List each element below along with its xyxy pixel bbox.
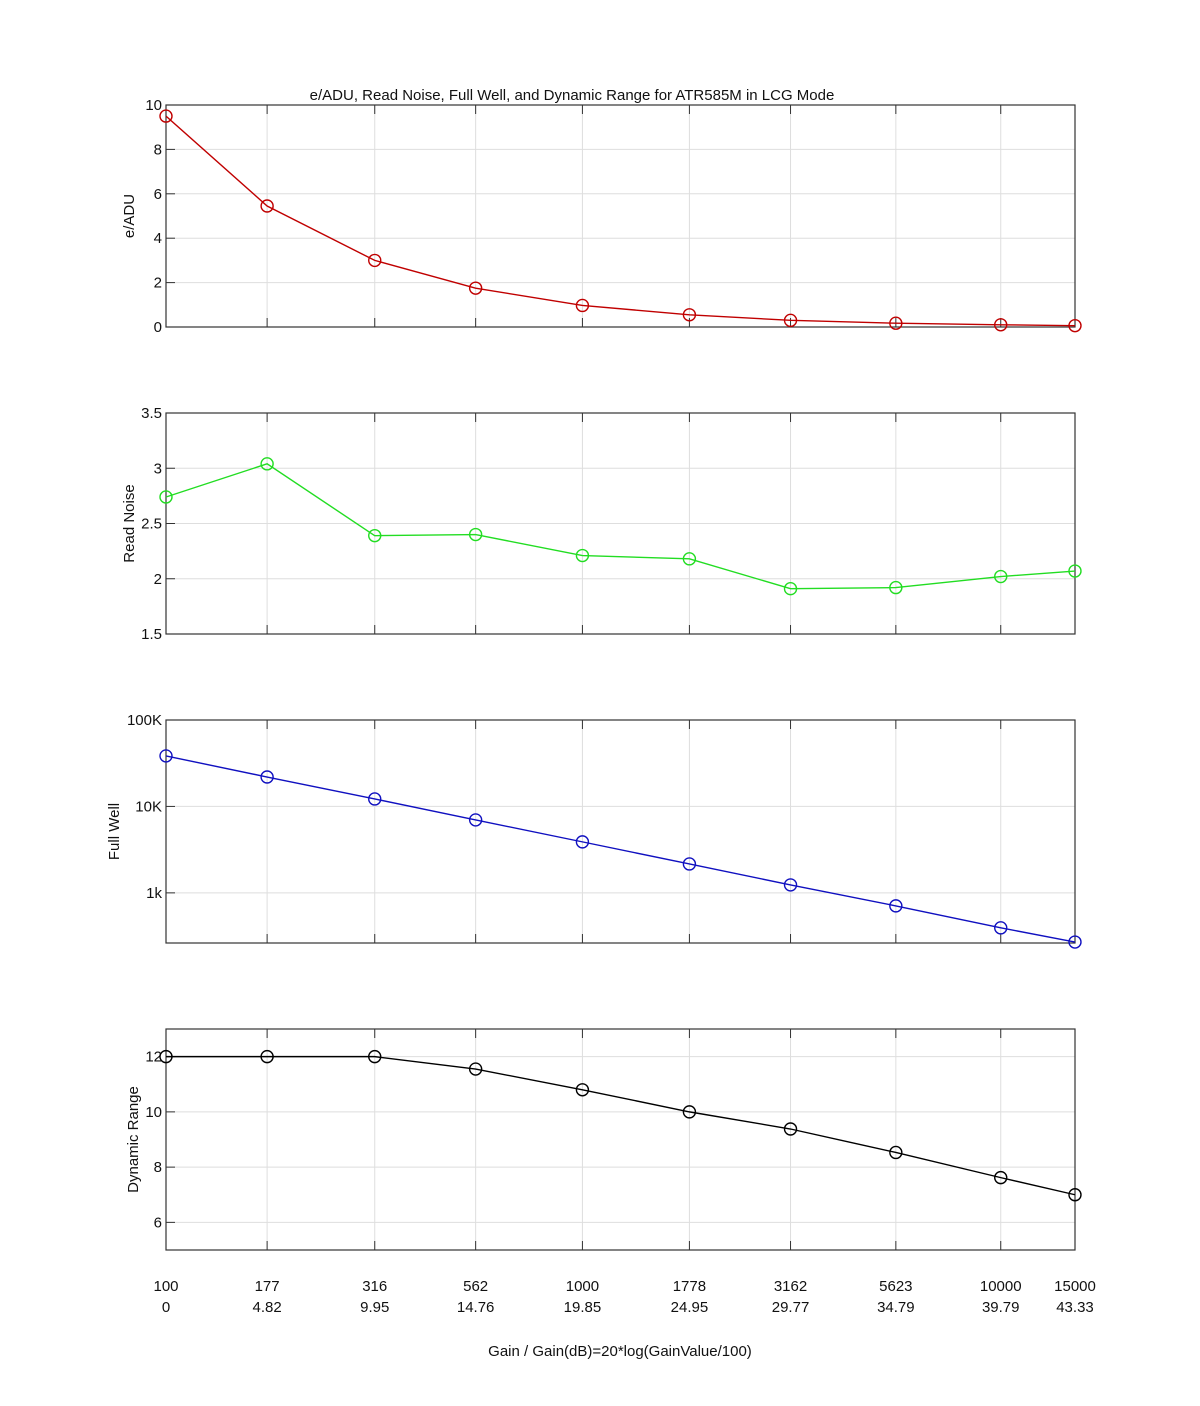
x-tick-label-gain: 10000 (980, 1278, 1022, 1295)
y-tick-label: 4 (154, 230, 162, 247)
data-point (159, 109, 173, 123)
x-tick-label-db: 34.79 (877, 1299, 915, 1316)
data-point (783, 581, 798, 596)
data-point (260, 1049, 274, 1064)
data-point (783, 878, 798, 892)
y-tick-label: 8 (154, 141, 162, 158)
data-point (994, 921, 1008, 935)
data-point (1068, 318, 1082, 333)
data-point (994, 1170, 1008, 1185)
axes-box (165, 104, 1076, 328)
axes-box (165, 1028, 1076, 1251)
data-point (260, 199, 274, 213)
x-tick-label-db: 4.82 (253, 1299, 282, 1316)
x-tick-label-gain: 1778 (673, 1278, 706, 1295)
y-axis-label: Read Noise (121, 484, 138, 562)
chart-title: e/ADU, Read Noise, Full Well, and Dynami… (310, 87, 835, 104)
data-point (682, 552, 697, 566)
data-point (368, 528, 382, 543)
data-point (368, 1049, 382, 1064)
y-tick-label: 100K (127, 712, 162, 729)
data-point (889, 899, 903, 913)
y-tick-label: 1k (146, 885, 162, 902)
x-tick-label-db: 19.85 (564, 1299, 602, 1316)
y-axis-label: Full Well (106, 803, 123, 860)
y-tick-label: 10 (145, 97, 162, 114)
data-point (468, 527, 483, 542)
data-point (368, 253, 382, 268)
series-line (165, 115, 1076, 327)
x-tick-label-db: 14.76 (457, 1299, 495, 1316)
y-tick-label: 3 (154, 460, 162, 477)
x-tick-label-db: 9.95 (360, 1299, 389, 1316)
data-point (368, 792, 382, 806)
x-tick-label-gain: 562 (463, 1278, 488, 1295)
data-point (159, 490, 173, 504)
data-point (682, 857, 697, 871)
y-axis-label: Dynamic Range (125, 1086, 142, 1193)
y-tick-label: 12 (145, 1049, 162, 1066)
data-point (994, 569, 1008, 584)
series-line (165, 755, 1076, 943)
y-tick-label: 2 (154, 275, 162, 292)
data-point (468, 813, 483, 827)
data-point (783, 1122, 798, 1136)
y-tick-label: 1.5 (141, 626, 162, 643)
y-tick-label: 6 (154, 1214, 162, 1231)
data-point (159, 749, 173, 763)
y-tick-label: 6 (154, 186, 162, 203)
series-line (165, 463, 1076, 590)
x-tick-label-gain: 177 (255, 1278, 280, 1295)
x-tick-label-db: 24.95 (671, 1299, 709, 1316)
data-point (889, 316, 903, 330)
x-tick-label-gain: 5623 (879, 1278, 912, 1295)
data-point (1068, 935, 1082, 949)
y-tick-label: 2.5 (141, 516, 162, 533)
data-point (575, 1083, 590, 1097)
data-point (468, 281, 483, 295)
data-point (575, 835, 590, 849)
data-point (260, 770, 274, 784)
data-point (889, 580, 903, 595)
data-point (682, 1105, 697, 1119)
x-tick-label-db: 43.33 (1056, 1299, 1094, 1316)
data-point (1068, 1188, 1082, 1202)
x-tick-label-gain: 100 (153, 1278, 178, 1295)
y-tick-label: 10K (135, 798, 162, 815)
data-point (1068, 564, 1082, 578)
x-tick-label-gain: 316 (362, 1278, 387, 1295)
data-point (889, 1145, 903, 1160)
data-point (575, 548, 590, 563)
data-point (783, 313, 798, 328)
data-point (994, 318, 1008, 332)
data-point (682, 308, 697, 322)
x-tick-label-gain: 15000 (1054, 1278, 1096, 1295)
x-tick-label-gain: 3162 (774, 1278, 807, 1295)
x-tick-label-gain: 1000 (566, 1278, 599, 1295)
x-tick-label-db: 39.79 (982, 1299, 1020, 1316)
y-tick-label: 2 (154, 571, 162, 588)
y-tick-label: 3.5 (141, 405, 162, 422)
data-point (575, 298, 590, 313)
y-tick-label: 10 (145, 1104, 162, 1121)
data-point (260, 457, 274, 471)
y-tick-label: 0 (154, 319, 162, 336)
series-line (166, 1055, 1076, 1196)
x-tick-label-db: 0 (162, 1299, 170, 1316)
x-axis-label: Gain / Gain(dB)=20*log(GainValue/100) (488, 1343, 752, 1360)
y-tick-label: 8 (154, 1159, 162, 1176)
data-point (468, 1062, 483, 1076)
x-tick-label-db: 29.77 (772, 1299, 810, 1316)
y-axis-label: e/ADU (121, 194, 138, 238)
axes-box (165, 719, 1076, 944)
data-point (159, 1049, 173, 1064)
